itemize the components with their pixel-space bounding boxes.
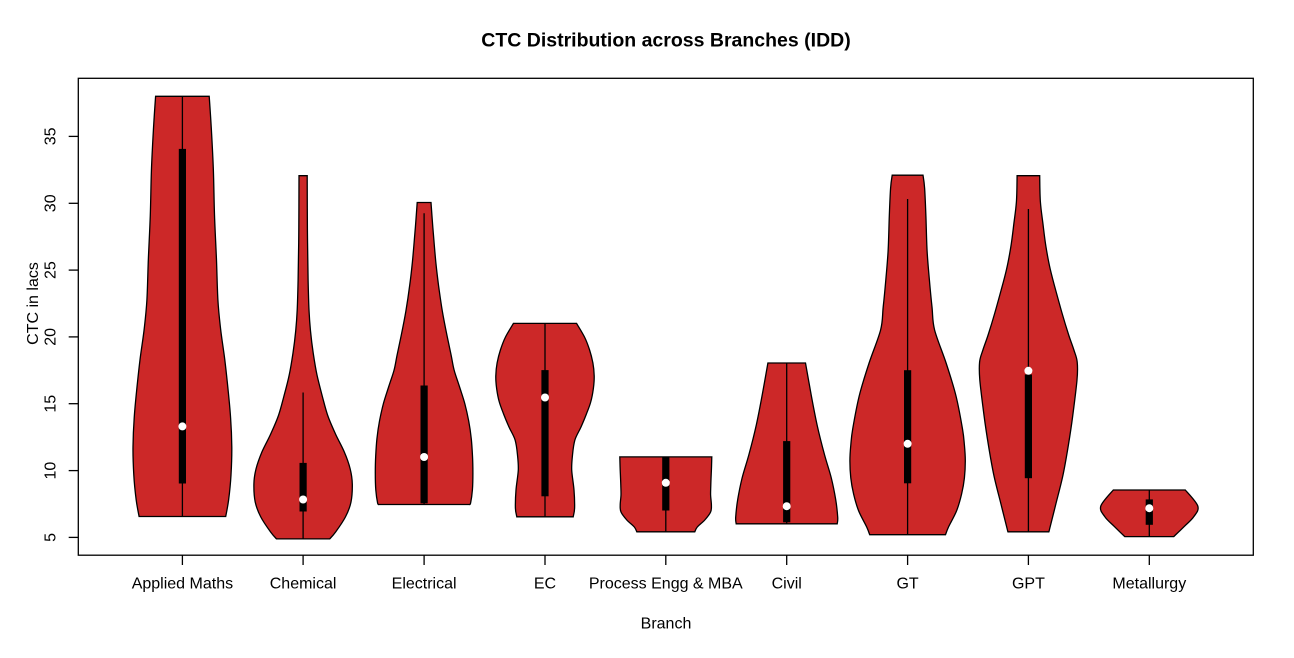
svg-text:Metallurgy: Metallurgy [1112, 576, 1186, 593]
svg-text:GT: GT [896, 576, 918, 593]
svg-text:35: 35 [43, 127, 60, 145]
svg-text:GPT: GPT [1012, 576, 1045, 593]
svg-text:Applied Maths: Applied Maths [132, 576, 233, 593]
svg-text:Electrical: Electrical [392, 576, 457, 593]
svg-text:Branch: Branch [641, 616, 692, 633]
svg-text:25: 25 [43, 261, 60, 279]
svg-text:CTC Distribution across Branch: CTC Distribution across Branches (IDD) [481, 30, 850, 52]
svg-text:30: 30 [43, 194, 60, 212]
svg-text:15: 15 [43, 395, 60, 413]
svg-text:5: 5 [43, 533, 60, 542]
svg-text:Civil: Civil [772, 576, 802, 593]
svg-text:20: 20 [43, 328, 60, 346]
svg-text:CTC in lacs: CTC in lacs [25, 262, 42, 345]
svg-text:10: 10 [43, 462, 60, 480]
svg-text:Chemical: Chemical [270, 576, 337, 593]
svg-text:EC: EC [534, 576, 556, 593]
svg-text:Process Engg & MBA: Process Engg & MBA [589, 576, 743, 593]
